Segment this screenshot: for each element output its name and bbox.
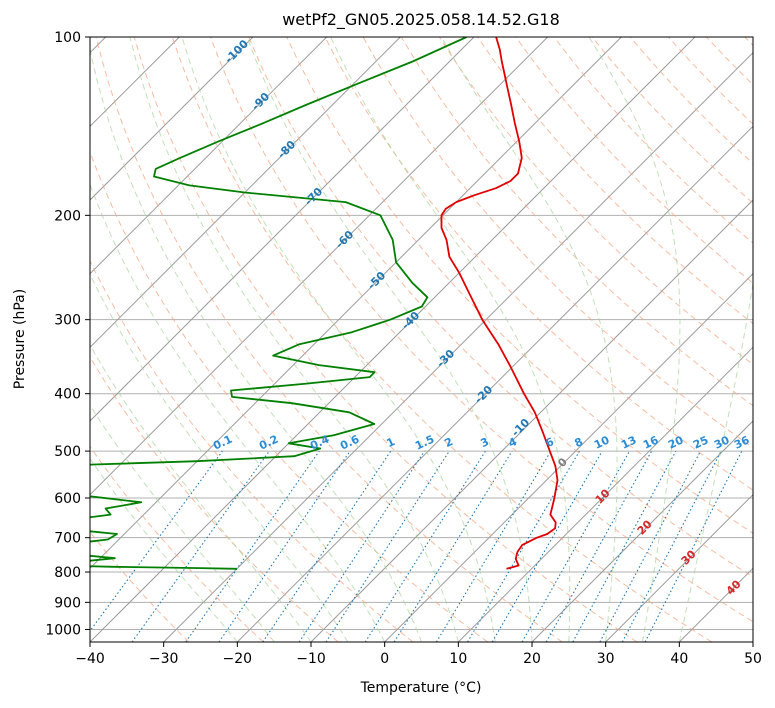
dry-adiabat (515, 37, 753, 284)
moist-adiabat (90, 183, 386, 642)
plot-frame (89, 36, 754, 643)
moist-adiabat (129, 37, 459, 642)
y-tick-label: 100 (54, 30, 81, 46)
y-tick-label: 300 (54, 313, 81, 329)
y-tick-label: 1000 (45, 622, 81, 638)
mixing-ratio-line (545, 450, 653, 642)
mixing-ratio-label: 13 (619, 433, 638, 451)
y-tick-label: 900 (54, 595, 81, 611)
mixing-ratio-line (185, 450, 320, 642)
mixing-ratio-label: 36 (732, 433, 752, 451)
mixing-ratio-line (435, 450, 552, 642)
moist-adiabat (90, 344, 312, 642)
moist-adiabat (90, 404, 275, 642)
isotherm-line (605, 493, 753, 642)
dry-adiabat (324, 37, 753, 491)
moist-adiabat (181, 37, 496, 642)
dry-adiabat (210, 37, 753, 623)
x-tick-label: 50 (744, 651, 762, 667)
dewpoint-profile (90, 37, 467, 570)
x-tick-label: −10 (296, 651, 326, 667)
dry-adiabat (90, 445, 264, 642)
mixing-ratio-line (364, 450, 486, 642)
x-axis-label: Temperature (°C) (360, 680, 482, 696)
pressure-gridlines (90, 37, 753, 630)
dry-adiabat (171, 37, 712, 642)
mixing-ratio-label: 10 (592, 433, 612, 451)
plot-area: -100-90-80-70-60-50-40-30-20-10010203040… (90, 37, 753, 642)
dry-adiabat (90, 356, 339, 642)
x-tick-label: 0 (380, 651, 389, 667)
mixing-ratio-line (572, 450, 677, 642)
y-tick-label: 600 (54, 491, 81, 507)
moist-adiabat (440, 37, 618, 642)
mixing-ratio-line (393, 450, 513, 642)
x-axis-ticks: −40 −30 −20 −10 0 10 20 30 40 50 (75, 642, 762, 667)
moist-adiabat (246, 37, 533, 642)
isotherm-line (90, 37, 254, 201)
mixing-ratio-label: 25 (691, 433, 710, 451)
dry-adiabats (90, 37, 753, 642)
dry-adiabat (95, 37, 563, 642)
mixing-ratio-line (218, 450, 351, 642)
moist-adiabat (678, 37, 753, 642)
y-tick-label: 500 (54, 444, 81, 460)
x-tick-label: 40 (670, 651, 688, 667)
moist-adiabat (588, 37, 681, 642)
y-tick-label: 400 (54, 387, 81, 403)
dry-adiabat (90, 259, 414, 642)
mixing-ratio-line (521, 450, 630, 642)
dry-adiabat (133, 37, 638, 642)
temperature-profile (440, 37, 559, 570)
y-tick-label: 700 (54, 531, 81, 547)
x-tick-label: 20 (523, 651, 541, 667)
sounding-profiles (90, 37, 559, 570)
isotherm-line (90, 37, 475, 422)
x-tick-label: −40 (75, 651, 105, 667)
x-tick-label: −20 (223, 651, 253, 667)
isotherm-line (384, 272, 753, 642)
dry-adiabat (286, 37, 753, 534)
mixing-ratio-label: 20 (666, 433, 686, 451)
x-tick-label: 30 (597, 651, 615, 667)
isotherm-line (90, 37, 401, 349)
chart-title: wetPf2_GN05.2025.058.14.52.G18 (282, 10, 560, 30)
mixing-ratio-lines (90, 450, 743, 642)
isotherm-line (531, 420, 753, 642)
y-tick-label: 800 (54, 565, 81, 581)
moist-adiabat (90, 457, 238, 642)
mixing-ratio-line (491, 450, 603, 642)
x-tick-label: 10 (449, 651, 467, 667)
moist-adiabat (90, 46, 422, 642)
mixing-ratio-line (325, 450, 450, 642)
y-tick-label: 200 (54, 208, 81, 224)
y-axis-label: Pressure (hPa) (12, 289, 28, 389)
mixing-ratio-line (467, 450, 580, 642)
isotherm-line (457, 346, 753, 642)
isotherm-line (236, 125, 753, 642)
y-axis-ticks: 100 200 300 400 500 600 700 800 900 1000 (45, 30, 90, 638)
mixing-ratio-label: 16 (641, 433, 661, 451)
dry-adiabat (248, 37, 753, 578)
mixing-ratio-label: 30 (712, 433, 732, 451)
moist-adiabat (90, 273, 349, 642)
x-tick-label: −30 (149, 651, 179, 667)
isotherm-line (163, 51, 753, 642)
isotherm-line (90, 37, 549, 496)
